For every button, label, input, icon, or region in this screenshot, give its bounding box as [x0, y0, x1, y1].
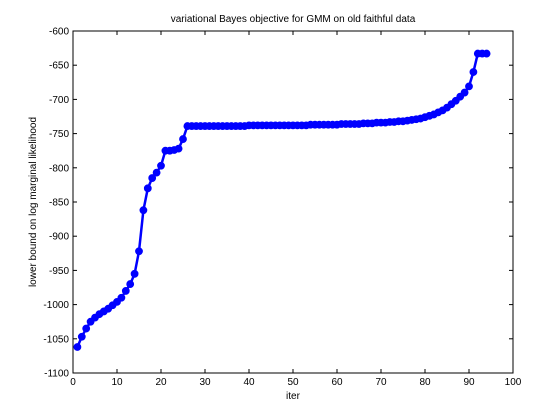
data-point: [465, 82, 473, 91]
data-point: [174, 144, 183, 153]
data-point: [130, 269, 139, 278]
y-tick-label: -650: [49, 61, 69, 72]
data-point: [135, 247, 143, 256]
data-point: [82, 324, 91, 333]
data-point: [126, 280, 135, 288]
x-tick-label: 100: [505, 377, 522, 388]
x-axis-label: iter: [286, 391, 301, 402]
y-tick-label: -1050: [43, 334, 69, 345]
data-point: [117, 293, 126, 302]
data-point: [152, 168, 161, 177]
y-tick-label: -900: [49, 232, 69, 243]
y-tick-label: -600: [49, 27, 69, 38]
x-tick-label: 10: [111, 377, 123, 388]
data-point: [469, 68, 478, 76]
plot-area: [72, 30, 514, 374]
series-group: [73, 49, 491, 351]
data-point: [73, 343, 82, 351]
y-tick-label: -1100: [44, 369, 69, 380]
data-point: [157, 161, 165, 170]
x-tick-label: 20: [155, 377, 167, 388]
chart-title: variational Bayes objective for GMM on o…: [171, 14, 416, 25]
x-tick-label: 30: [199, 377, 211, 388]
x-tick-label: 70: [375, 377, 387, 388]
x-tick-label: 40: [243, 377, 255, 388]
data-point: [179, 135, 187, 143]
data-point: [77, 332, 86, 341]
data-point: [460, 88, 469, 97]
data-point: [121, 287, 130, 295]
x-tick-label: 60: [331, 377, 343, 388]
y-tick-label: -850: [49, 198, 69, 209]
x-tick-label: 90: [463, 377, 475, 388]
x-tick-label: 50: [287, 377, 299, 388]
y-tick-label: -750: [49, 129, 69, 140]
data-point: [148, 174, 157, 182]
axis-ticks: 0 10 20 30 40 50 60 70 80 90 100 -1100 -1050 -1000 -95…: [43, 27, 521, 389]
data-point: [482, 49, 491, 58]
y-tick-label: -800: [49, 163, 69, 174]
x-tick-label: 80: [419, 377, 431, 388]
y-tick-label: -700: [49, 95, 69, 106]
data-point: [143, 184, 152, 193]
y-axis-label: lower bound on log marginal likelihood: [28, 117, 39, 287]
y-tick-label: -1000: [43, 300, 69, 311]
data-point: [139, 206, 148, 215]
y-tick-label: -950: [49, 266, 69, 277]
x-tick-label: 0: [70, 377, 76, 388]
